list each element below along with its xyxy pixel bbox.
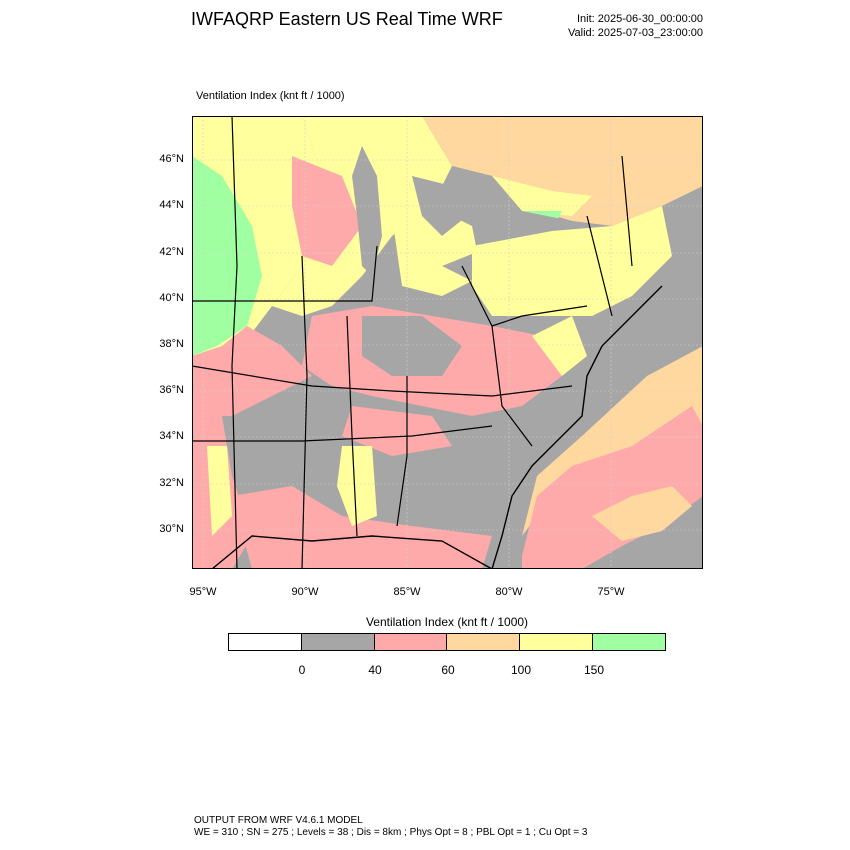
state-boundaries	[192, 116, 633, 569]
lon-label-95: 95°W	[189, 586, 217, 598]
colorbar-swatch-0-40	[301, 634, 375, 650]
colorbar-swatch-100-150	[520, 634, 594, 650]
ventilation-index-map	[192, 116, 703, 569]
colorbar-tick-150: 150	[583, 663, 605, 677]
lon-label-90: 90°W	[291, 586, 319, 598]
delmarva-yellow	[532, 316, 587, 376]
lat-label-32: 32°N	[159, 477, 184, 489]
canada-yellow-area	[492, 176, 592, 216]
graticule	[192, 116, 703, 569]
offshore-pink-area	[522, 406, 703, 569]
lake-ontario	[502, 221, 552, 241]
colorbar-tick-0: 0	[298, 663, 306, 677]
colorbar-tick-100: 100	[510, 663, 532, 677]
southwest-yellow-area	[207, 446, 232, 536]
ohio-valley-gray	[362, 316, 462, 376]
lat-label-42: 42°N	[159, 246, 184, 258]
lat-label-38: 38°N	[159, 338, 184, 350]
plot-title: IWFAQRP Eastern US Real Time WRF	[191, 9, 503, 29]
offshore-orange-patch	[592, 486, 692, 541]
lat-label-36: 36°N	[159, 384, 184, 396]
valid-time: Valid: 2025-07-03_23:00:00	[568, 27, 703, 39]
map-subtitle: Ventilation Index (knt ft / 1000)	[196, 90, 345, 102]
colorbar-tick-60: 60	[441, 663, 455, 677]
lat-label-34: 34°N	[159, 430, 184, 442]
lake-huron	[412, 176, 467, 236]
colorbar-title: Ventilation Index (knt ft / 1000)	[365, 615, 529, 629]
colorbar-tick-40: 40	[368, 663, 382, 677]
colorbar-swatch-above-150	[593, 634, 665, 650]
map-border	[192, 116, 703, 569]
colorbar-swatch-below-0	[229, 634, 302, 650]
lon-label-75: 75°W	[597, 586, 625, 598]
lat-label-46: 46°N	[159, 153, 184, 165]
northeast-yellow-area	[472, 206, 672, 316]
lat-label-44: 44°N	[159, 199, 184, 211]
colorbar-swatch-40-60	[374, 634, 448, 650]
model-config-line: WE = 310 ; SN = 275 ; Levels = 38 ; Dis …	[194, 827, 588, 838]
gulf-coastline	[211, 535, 493, 569]
lon-label-80: 80°W	[495, 586, 523, 598]
appalachian-pink	[342, 406, 452, 456]
init-time: Init: 2025-06-30_00:00:00	[577, 13, 703, 25]
model-output-line: OUTPUT FROM WRF V4.6.1 MODEL	[194, 815, 363, 826]
lon-label-85: 85°W	[393, 586, 421, 598]
west-pink-band	[192, 326, 312, 416]
lat-label-30: 30°N	[159, 523, 184, 535]
colorbar-swatch-60-100	[447, 634, 521, 650]
alabama-yellow	[337, 446, 377, 526]
lat-label-40: 40°N	[159, 292, 184, 304]
coastline	[491, 285, 663, 569]
gulf-pink-band	[232, 486, 492, 569]
lake-michigan	[352, 146, 382, 276]
midwest-pink-area	[292, 156, 362, 266]
colorbar	[228, 633, 666, 651]
